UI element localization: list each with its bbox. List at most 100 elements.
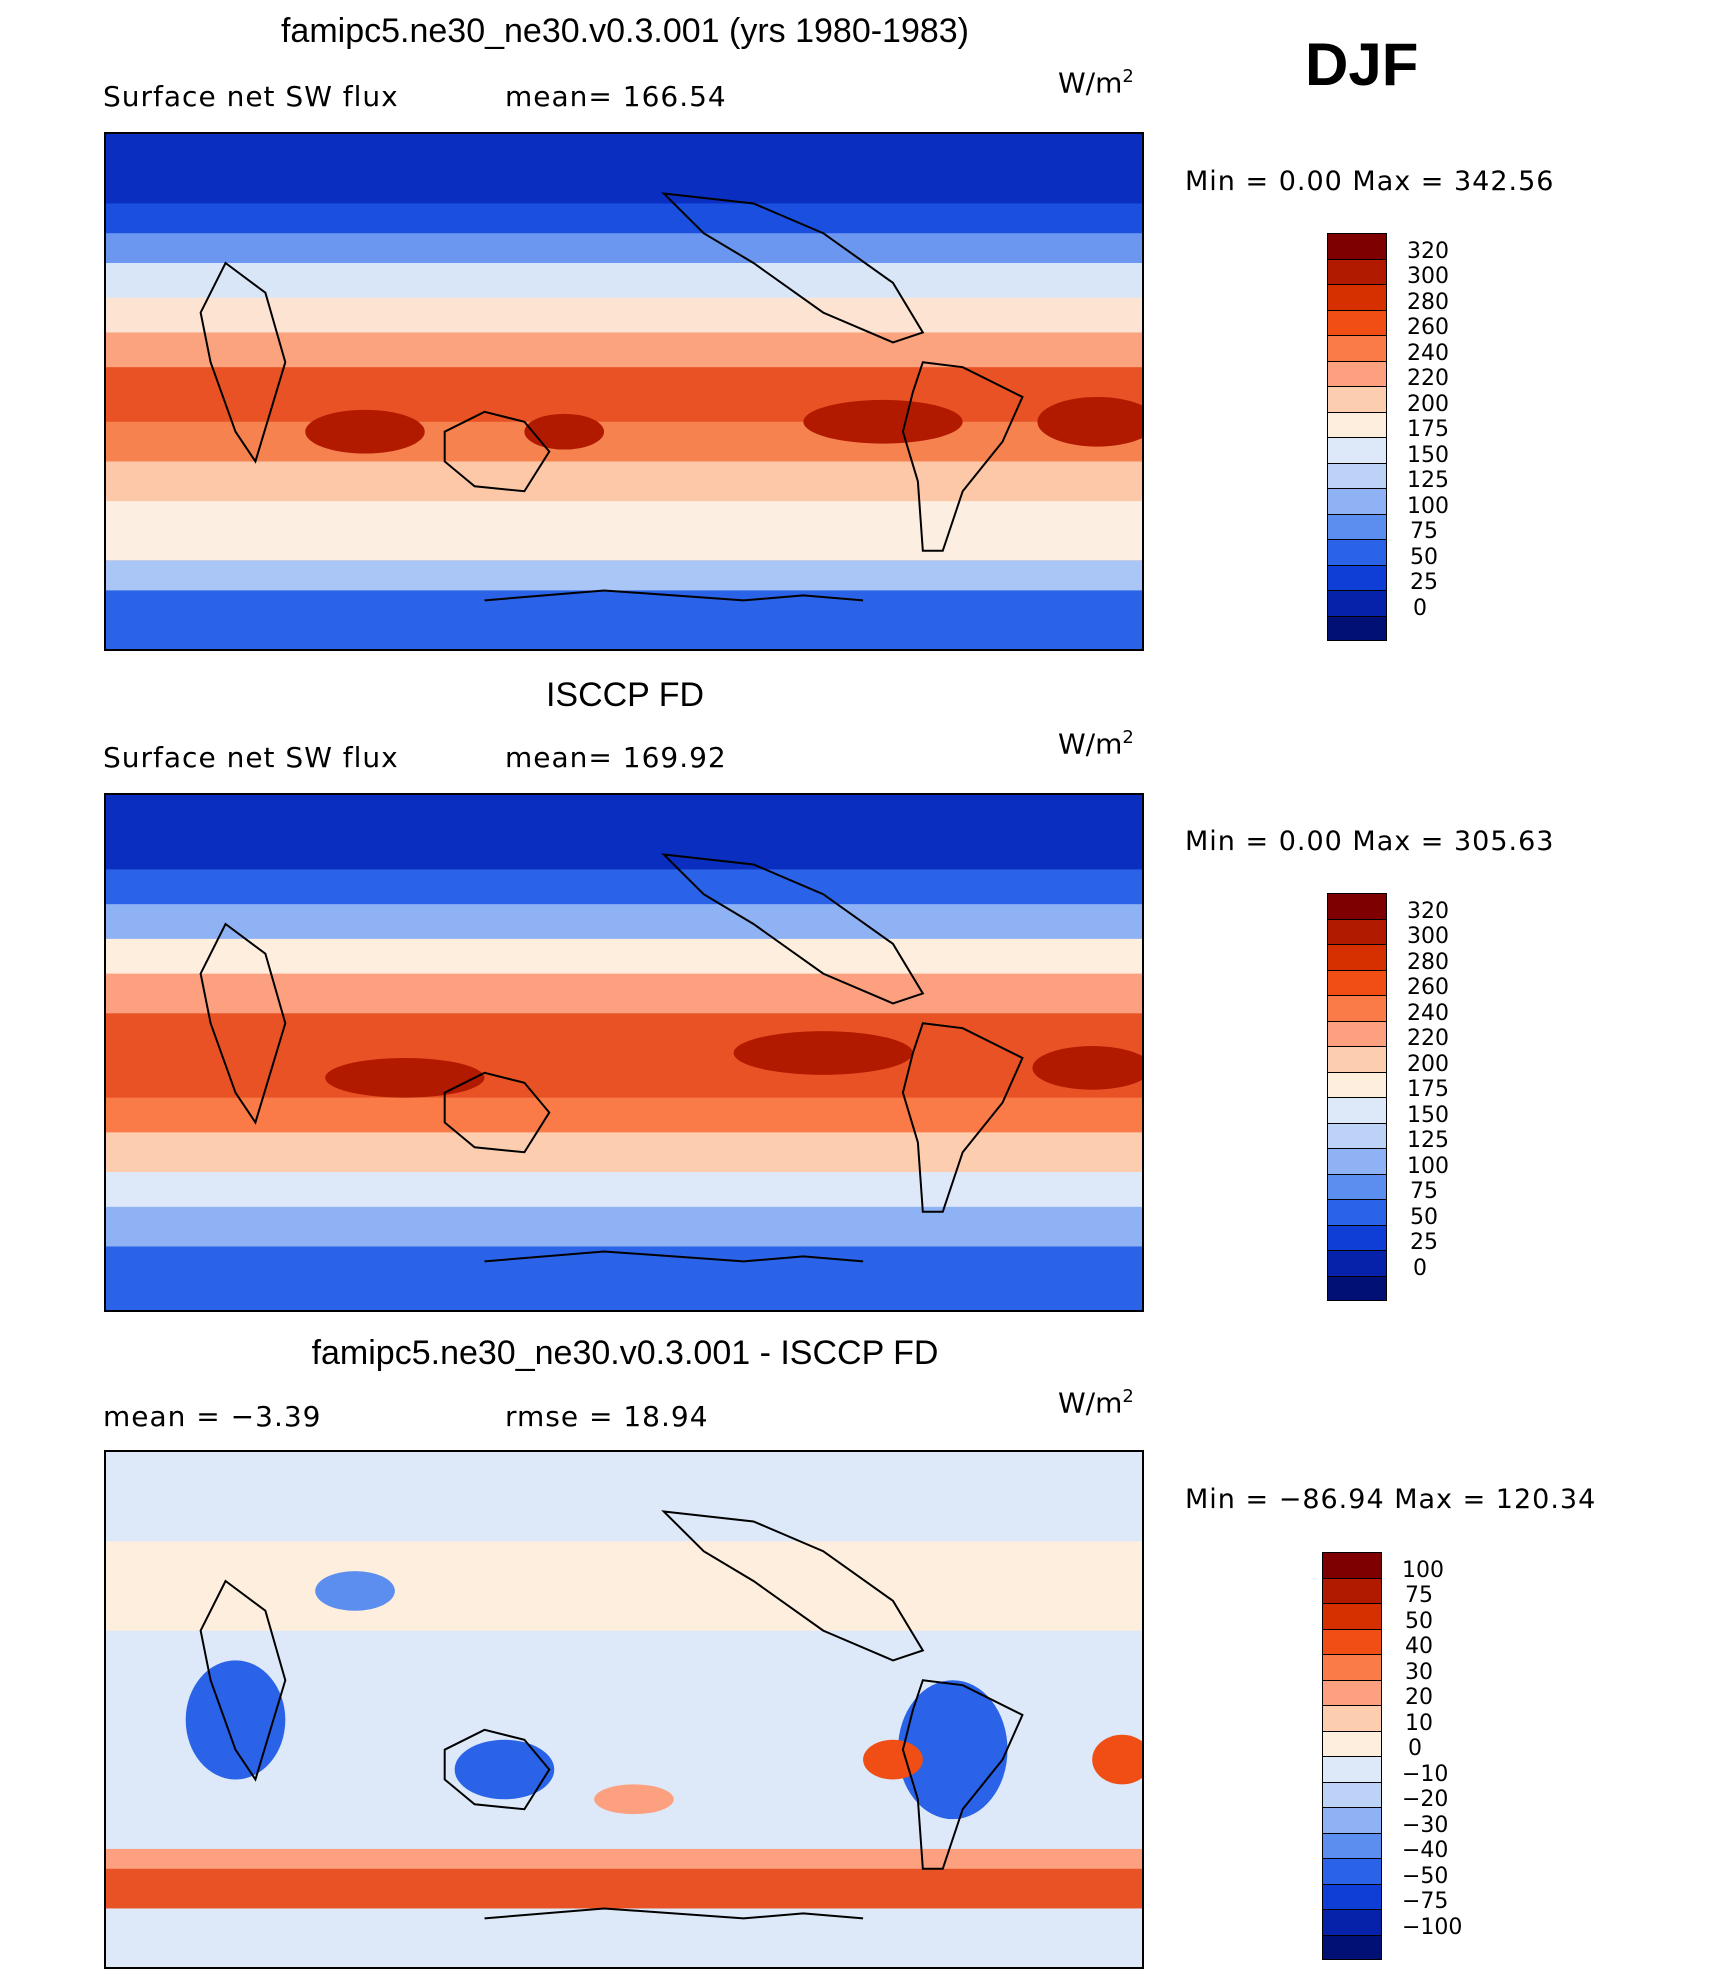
colorbar-swatch [1327, 1199, 1387, 1225]
colorbar-tick-label: 260 [1407, 315, 1449, 341]
colorbar-swatch [1327, 590, 1387, 616]
colorbar-swatch [1327, 284, 1387, 310]
colorbar-tick-label: 50 [1405, 1608, 1433, 1634]
panel-obs-colorbar: 320 300 280 260 240 220 200 175 150 125 100 75 50 25 0 [1327, 893, 1527, 1303]
colorbar-swatch [1327, 1148, 1387, 1174]
colorbar-tick-label: 280 [1407, 289, 1449, 315]
panel-obs-map [104, 793, 1144, 1312]
colorbar-tick-label: 100 [1402, 1557, 1444, 1583]
colorbar-swatch [1322, 1705, 1382, 1731]
colorbar-tick-label: 240 [1407, 340, 1449, 366]
colorbar-swatch [1322, 1781, 1382, 1807]
colorbar-swatch [1322, 1628, 1382, 1654]
colorbar-swatch [1327, 564, 1387, 590]
colorbar-tick-label: 150 [1407, 1102, 1449, 1128]
colorbar-swatch [1327, 1250, 1387, 1276]
panel-diff-map [104, 1450, 1144, 1969]
colorbar-tick-label: 25 [1410, 1230, 1438, 1256]
colorbar-tick-label: 75 [1410, 1179, 1438, 1205]
panel-obs-field [106, 795, 1142, 1310]
colorbar-tick-label: −50 [1402, 1863, 1449, 1889]
colorbar-tick-label: −40 [1402, 1838, 1449, 1864]
colorbar-tick-label: 150 [1407, 442, 1449, 468]
colorbar-tick-label: 320 [1407, 238, 1449, 264]
colorbar-swatch [1322, 1654, 1382, 1680]
colorbar-tick-label: 320 [1407, 898, 1449, 924]
colorbar-tick-label: 20 [1405, 1685, 1433, 1711]
colorbar-swatch [1322, 1577, 1382, 1603]
colorbar-tick-label: 75 [1405, 1583, 1433, 1609]
colorbar-tick-label: −75 [1402, 1889, 1449, 1915]
panel-model-variable-label: Surface net SW flux [103, 80, 399, 113]
panel-diff-rmse-label: rmse = 18.94 [505, 1400, 709, 1433]
colorbar-tick-label: 175 [1407, 417, 1449, 443]
panel-model-colorbar: 320 300 280 260 240 220 200 175 150 125 100 75 50 25 0 [1327, 233, 1527, 643]
colorbar-swatch [1327, 615, 1387, 641]
colorbar-tick-label: 200 [1407, 1051, 1449, 1077]
colorbar-swatch [1327, 462, 1387, 488]
colorbar-swatch [1327, 1020, 1387, 1046]
panel-model-title: famipc5.ne30_ne30.v0.3.001 (yrs 1980-198… [280, 12, 970, 50]
colorbar-tick-label: −30 [1402, 1812, 1449, 1838]
colorbar-tick-label: 200 [1407, 391, 1449, 417]
colorbar-swatch [1327, 309, 1387, 335]
colorbar-swatch [1322, 1552, 1382, 1578]
colorbar-swatch [1322, 1858, 1382, 1884]
panel-obs-variable-label: Surface net SW flux [103, 741, 399, 774]
colorbar-swatch [1327, 437, 1387, 463]
colorbar-tick-label: 220 [1407, 366, 1449, 392]
colorbar-tick-label: 0 [1408, 1736, 1422, 1762]
panel-obs-title: ISCCP FD [545, 676, 705, 714]
colorbar-tick-label: −10 [1402, 1761, 1449, 1787]
panel-diff-title: famipc5.ne30_ne30.v0.3.001 - ISCCP FD [311, 1334, 939, 1372]
colorbar-swatch [1322, 1832, 1382, 1858]
colorbar-swatch [1322, 1756, 1382, 1782]
panel-model-units: W/m2 [1058, 66, 1134, 100]
colorbar-swatch [1327, 995, 1387, 1021]
colorbar-swatch [1322, 1909, 1382, 1935]
colorbar-swatch [1327, 969, 1387, 995]
colorbar-swatch [1327, 488, 1387, 514]
panel-model-field [106, 134, 1142, 649]
colorbar-swatch [1327, 1122, 1387, 1148]
panel-diff-colorbar: 100 75 50 40 30 20 10 0 −10 −20 −30 −40 −50 −75 −100 [1322, 1552, 1522, 1962]
colorbar-swatch [1327, 944, 1387, 970]
colorbar-tick-label: 0 [1413, 595, 1427, 621]
colorbar-swatch [1327, 335, 1387, 361]
colorbar-tick-label: 75 [1410, 519, 1438, 545]
colorbar-swatch [1322, 1603, 1382, 1629]
colorbar-swatch [1327, 1046, 1387, 1072]
panel-diff-min-max: Min = −86.94 Max = 120.34 [1185, 1484, 1597, 1515]
colorbar-tick-label: 30 [1405, 1659, 1433, 1685]
colorbar-swatch [1322, 1883, 1382, 1909]
colorbar-tick-label: 0 [1413, 1255, 1427, 1281]
colorbar-tick-label: 300 [1407, 924, 1449, 950]
colorbar-tick-label: 175 [1407, 1077, 1449, 1103]
colorbar-tick-label: −100 [1402, 1914, 1463, 1940]
colorbar-swatch [1322, 1807, 1382, 1833]
colorbar-swatch [1327, 918, 1387, 944]
colorbar-tick-label: 40 [1405, 1634, 1433, 1660]
colorbar-swatch [1327, 258, 1387, 284]
colorbar-tick-label: 260 [1407, 975, 1449, 1001]
colorbar-tick-label: 100 [1407, 1153, 1449, 1179]
panel-diff-mean-label: mean = −3.39 [103, 1400, 322, 1433]
colorbar-tick-label: 240 [1407, 1000, 1449, 1026]
colorbar-swatch [1327, 1173, 1387, 1199]
panel-model-min-max: Min = 0.00 Max = 342.56 [1185, 166, 1555, 197]
panel-obs-mean-label: mean= 169.92 [505, 741, 727, 774]
colorbar-swatch [1327, 893, 1387, 919]
colorbar-tick-label: −20 [1402, 1787, 1449, 1813]
panel-model-mean-label: mean= 166.54 [505, 80, 727, 113]
colorbar-tick-label: 300 [1407, 264, 1449, 290]
colorbar-swatch [1327, 1071, 1387, 1097]
colorbar-tick-label: 25 [1410, 570, 1438, 596]
colorbar-swatch [1327, 1224, 1387, 1250]
colorbar-swatch [1322, 1679, 1382, 1705]
colorbar-tick-label: 50 [1410, 1204, 1438, 1230]
colorbar-swatch [1322, 1934, 1382, 1960]
colorbar-swatch [1327, 513, 1387, 539]
colorbar-swatch [1327, 233, 1387, 259]
panel-diff-units: W/m2 [1058, 1386, 1134, 1420]
colorbar-tick-label: 50 [1410, 544, 1438, 570]
